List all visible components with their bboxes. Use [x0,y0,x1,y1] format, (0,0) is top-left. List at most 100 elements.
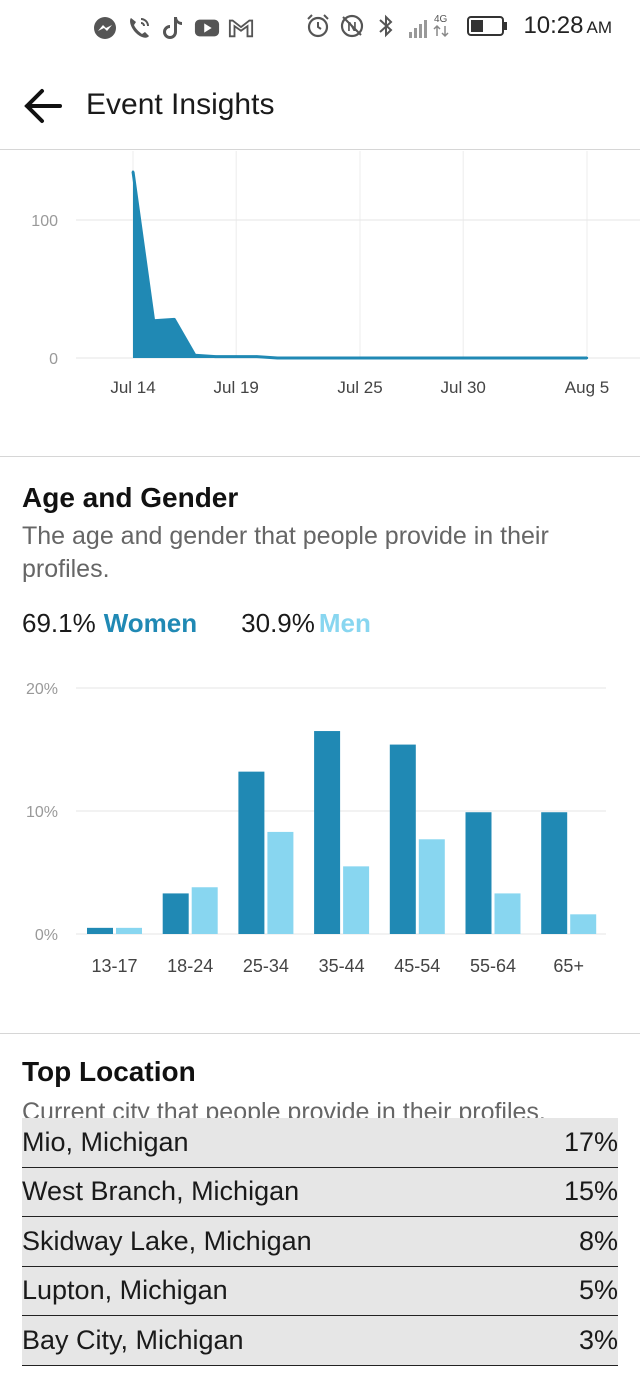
men-label: Men [318,608,371,638]
notification-icons [92,14,254,42]
gmail-icon [228,14,254,42]
alarm-icon [305,12,331,40]
messenger-icon [92,14,118,42]
top-location-section: Top Location Current city that people pr… [0,1033,640,1386]
youtube-icon [194,14,220,42]
network-type: 4G [434,14,448,25]
bar-women-18-24 [162,893,189,934]
x-tick-label: 25-34 [243,956,289,976]
data-point [441,356,444,360]
location-city: Bay City, Michigan [22,1324,244,1355]
nfc-icon: N [339,12,365,40]
x-tick-label: Jul 19 [213,378,258,397]
bar-women-55-64 [465,812,492,934]
location-city: Skidway Lake, Michigan [22,1225,312,1256]
data-point [296,356,300,360]
age-gender-bar-chart: 0% 10% 20% 13-17 18-24 25-34 35-44 45-54 55-64 65… [26,681,606,976]
location-percentage: 17% [563,1126,618,1157]
x-tick-label: Jul 14 [110,378,155,397]
data-point [234,355,238,358]
bluetooth-icon [373,12,399,40]
data-point [379,356,382,360]
location-table: Mio, Michigan 17% West Branch, Michigan 15%… [22,1118,618,1366]
bar-women-45-54 [389,744,416,934]
location-row: Lupton, Michigan 5% [22,1266,618,1316]
women-label: Women [103,608,198,638]
bar-men-45-54 [418,839,445,934]
location-percentage: 15% [563,1176,618,1207]
data-point [131,170,135,173]
data-point [461,356,465,360]
data-point [482,356,486,360]
location-row: West Branch, Michigan 15% [22,1167,618,1217]
x-tick-label: 45-54 [394,956,440,976]
location-row: Bay City, Michigan 3% [22,1316,618,1366]
y-tick-label: 0% [35,927,58,944]
data-point [214,355,217,358]
x-tick-label: 55-64 [470,956,516,976]
bar-men-55-64 [494,893,521,934]
app-bar: Event Insights [0,58,640,150]
age-gender-title: Age and Gender [22,482,239,513]
data-point [503,356,506,360]
x-tick-label: 18-24 [167,956,213,976]
data-point [173,318,176,321]
bar-women-13-17 [87,927,113,934]
page-title: Event Insights [86,88,275,121]
data-point [276,356,279,360]
people-reached-chart: 0 100 Jul 14 Jul 19 Jul 25 Jul 30 Aug 5 [0,151,640,457]
signal-icon: 4G [407,12,459,40]
bar-men-35-44 [343,866,370,934]
tiktok-icon [160,14,186,42]
location-row: Mio, Michigan 17% [22,1118,618,1168]
data-point [585,356,589,360]
men-percentage: 30.9% [241,608,315,638]
bar-women-25-34 [238,771,265,934]
x-tick-label: 65+ [553,956,584,976]
top-location-title: Top Location [22,1056,196,1087]
location-percentage: 5% [578,1275,618,1306]
location-city: Mio, Michigan [22,1126,189,1157]
data-point [523,356,527,360]
bar-men-25-34 [267,831,294,934]
data-point [255,355,259,358]
x-tick-label: 13-17 [91,956,137,976]
data-point [338,356,341,360]
phone-wifi-icon [126,14,152,42]
bar-men-13-17 [116,927,142,934]
bar-women-35-44 [314,731,341,934]
area-chart-svg: 0 100 Jul 14 Jul 19 Jul 25 Jul 30 Aug 5 [31,151,640,397]
data-point [400,356,403,360]
x-tick-label: 35-44 [319,956,365,976]
bar-women-65+ [541,812,568,934]
data-point [565,356,568,360]
location-percentage: 8% [578,1225,618,1256]
back-button[interactable] [18,82,66,130]
y-tick-label: 100 [31,213,58,230]
data-point [544,356,547,360]
age-gender-description: The age and gender that people provide i… [22,522,549,583]
data-point [358,356,362,360]
bar-men-18-24 [191,887,218,934]
status-clock: 10:28 AM [523,12,612,39]
x-tick-label: Aug 5 [565,378,609,397]
location-city: West Branch, Michigan [22,1176,300,1207]
series-area [133,171,587,358]
data-point [317,356,320,360]
y-tick-label: 20% [26,681,58,698]
location-row: Skidway Lake, Michigan 8% [22,1217,618,1267]
back-arrow-icon [24,89,62,123]
location-percentage: 3% [578,1324,618,1355]
location-city: Lupton, Michigan [22,1275,228,1306]
data-point [420,356,424,360]
gender-summary: 69.1% Women 30.9% Men [22,608,371,639]
y-tick-label: 10% [26,804,58,821]
y-tick-label: 0 [49,351,58,368]
battery-icon [467,12,509,40]
bar-men-65+ [570,914,597,934]
data-point [193,354,197,357]
data-point [152,319,155,322]
x-tick-label: Jul 30 [440,378,485,397]
